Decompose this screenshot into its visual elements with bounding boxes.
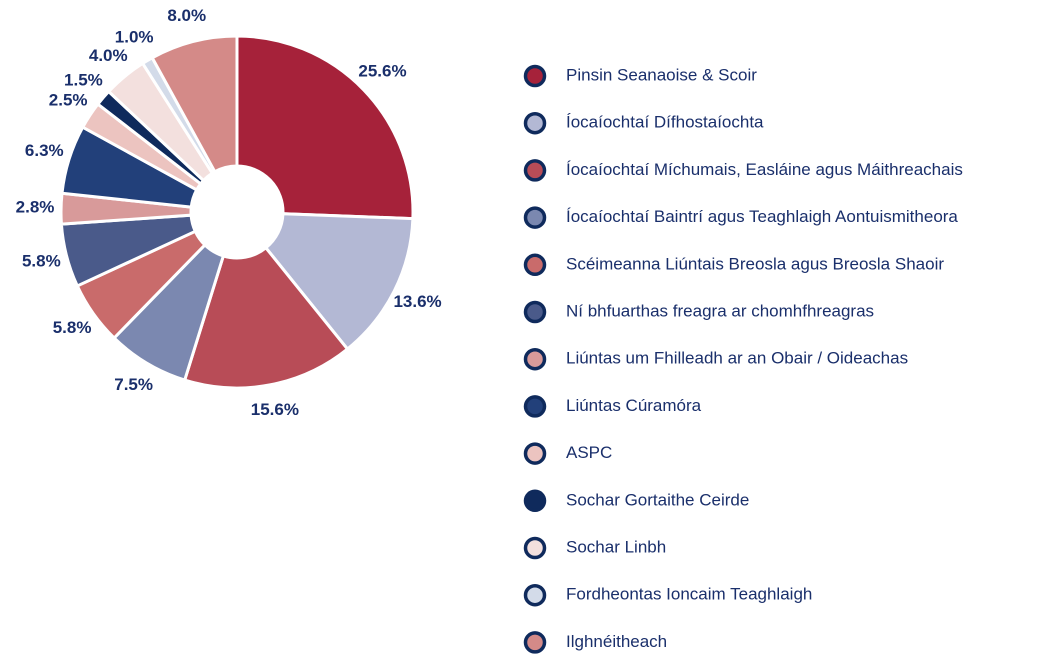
legend-label: Sochar Linbh — [566, 537, 666, 556]
legend-label: Ilghnéitheach — [566, 632, 667, 651]
legend-label: ASPC — [566, 443, 612, 462]
slice-label: 5.8% — [22, 252, 61, 271]
slice — [263, 212, 415, 352]
legend-swatch — [523, 64, 547, 88]
slice-label: 5.8% — [53, 318, 92, 337]
legend-swatch — [523, 253, 547, 277]
legend-swatch — [523, 442, 547, 465]
legend-label: Sochar Gortaithe Ceirde — [566, 490, 749, 509]
legend-label: Íocaíochtaí Baintrí agus Teaghlaigh Aont… — [566, 207, 958, 226]
slice-label: 1.0% — [115, 28, 154, 47]
slice-label: 8.0% — [167, 6, 206, 25]
legend-swatch — [523, 583, 547, 607]
slice-label: 2.8% — [16, 198, 55, 217]
legend-swatch — [523, 631, 547, 654]
legend-label: Liúntas Cúramóra — [566, 396, 702, 415]
slice-label: 15.6% — [251, 400, 299, 419]
legend-label: Liúntas um Fhilleadh ar an Obair / Oidea… — [566, 349, 908, 368]
slice — [235, 34, 415, 221]
legend-label: Pinsin Seanaoise & Scoir — [566, 65, 757, 84]
legend-swatch — [523, 489, 547, 513]
slice-label: 13.6% — [393, 292, 441, 311]
legend-label: Ní bhfuarthas freagra ar chomhfhreagras — [566, 301, 874, 320]
slice — [150, 34, 239, 174]
legend-label: Fordheontas Ioncaim Teaghlaigh — [566, 585, 812, 604]
legend-swatch — [523, 111, 547, 135]
legend-swatch — [523, 347, 547, 371]
legend-swatch — [523, 206, 547, 229]
legend-swatch — [523, 159, 547, 182]
legend-label: Scéimeanna Liúntais Breosla agus Breosla… — [566, 254, 944, 273]
slice — [182, 245, 350, 390]
slice-label: 1.5% — [64, 70, 103, 89]
legend-swatch — [523, 536, 547, 560]
slice-label: 4.0% — [89, 46, 128, 65]
legend-label: Íocaíochtaí Dífhostaíochta — [566, 113, 764, 132]
slice-label: 6.3% — [25, 141, 64, 160]
slice-label: 7.5% — [114, 375, 153, 394]
legend-label: Íocaíochtaí Míchumais, Easláine agus Mái… — [566, 160, 963, 179]
slice-label: 2.5% — [49, 91, 88, 110]
slice-label: 25.6% — [358, 61, 406, 80]
legend-swatch — [523, 300, 547, 324]
legend-swatch — [523, 395, 547, 418]
